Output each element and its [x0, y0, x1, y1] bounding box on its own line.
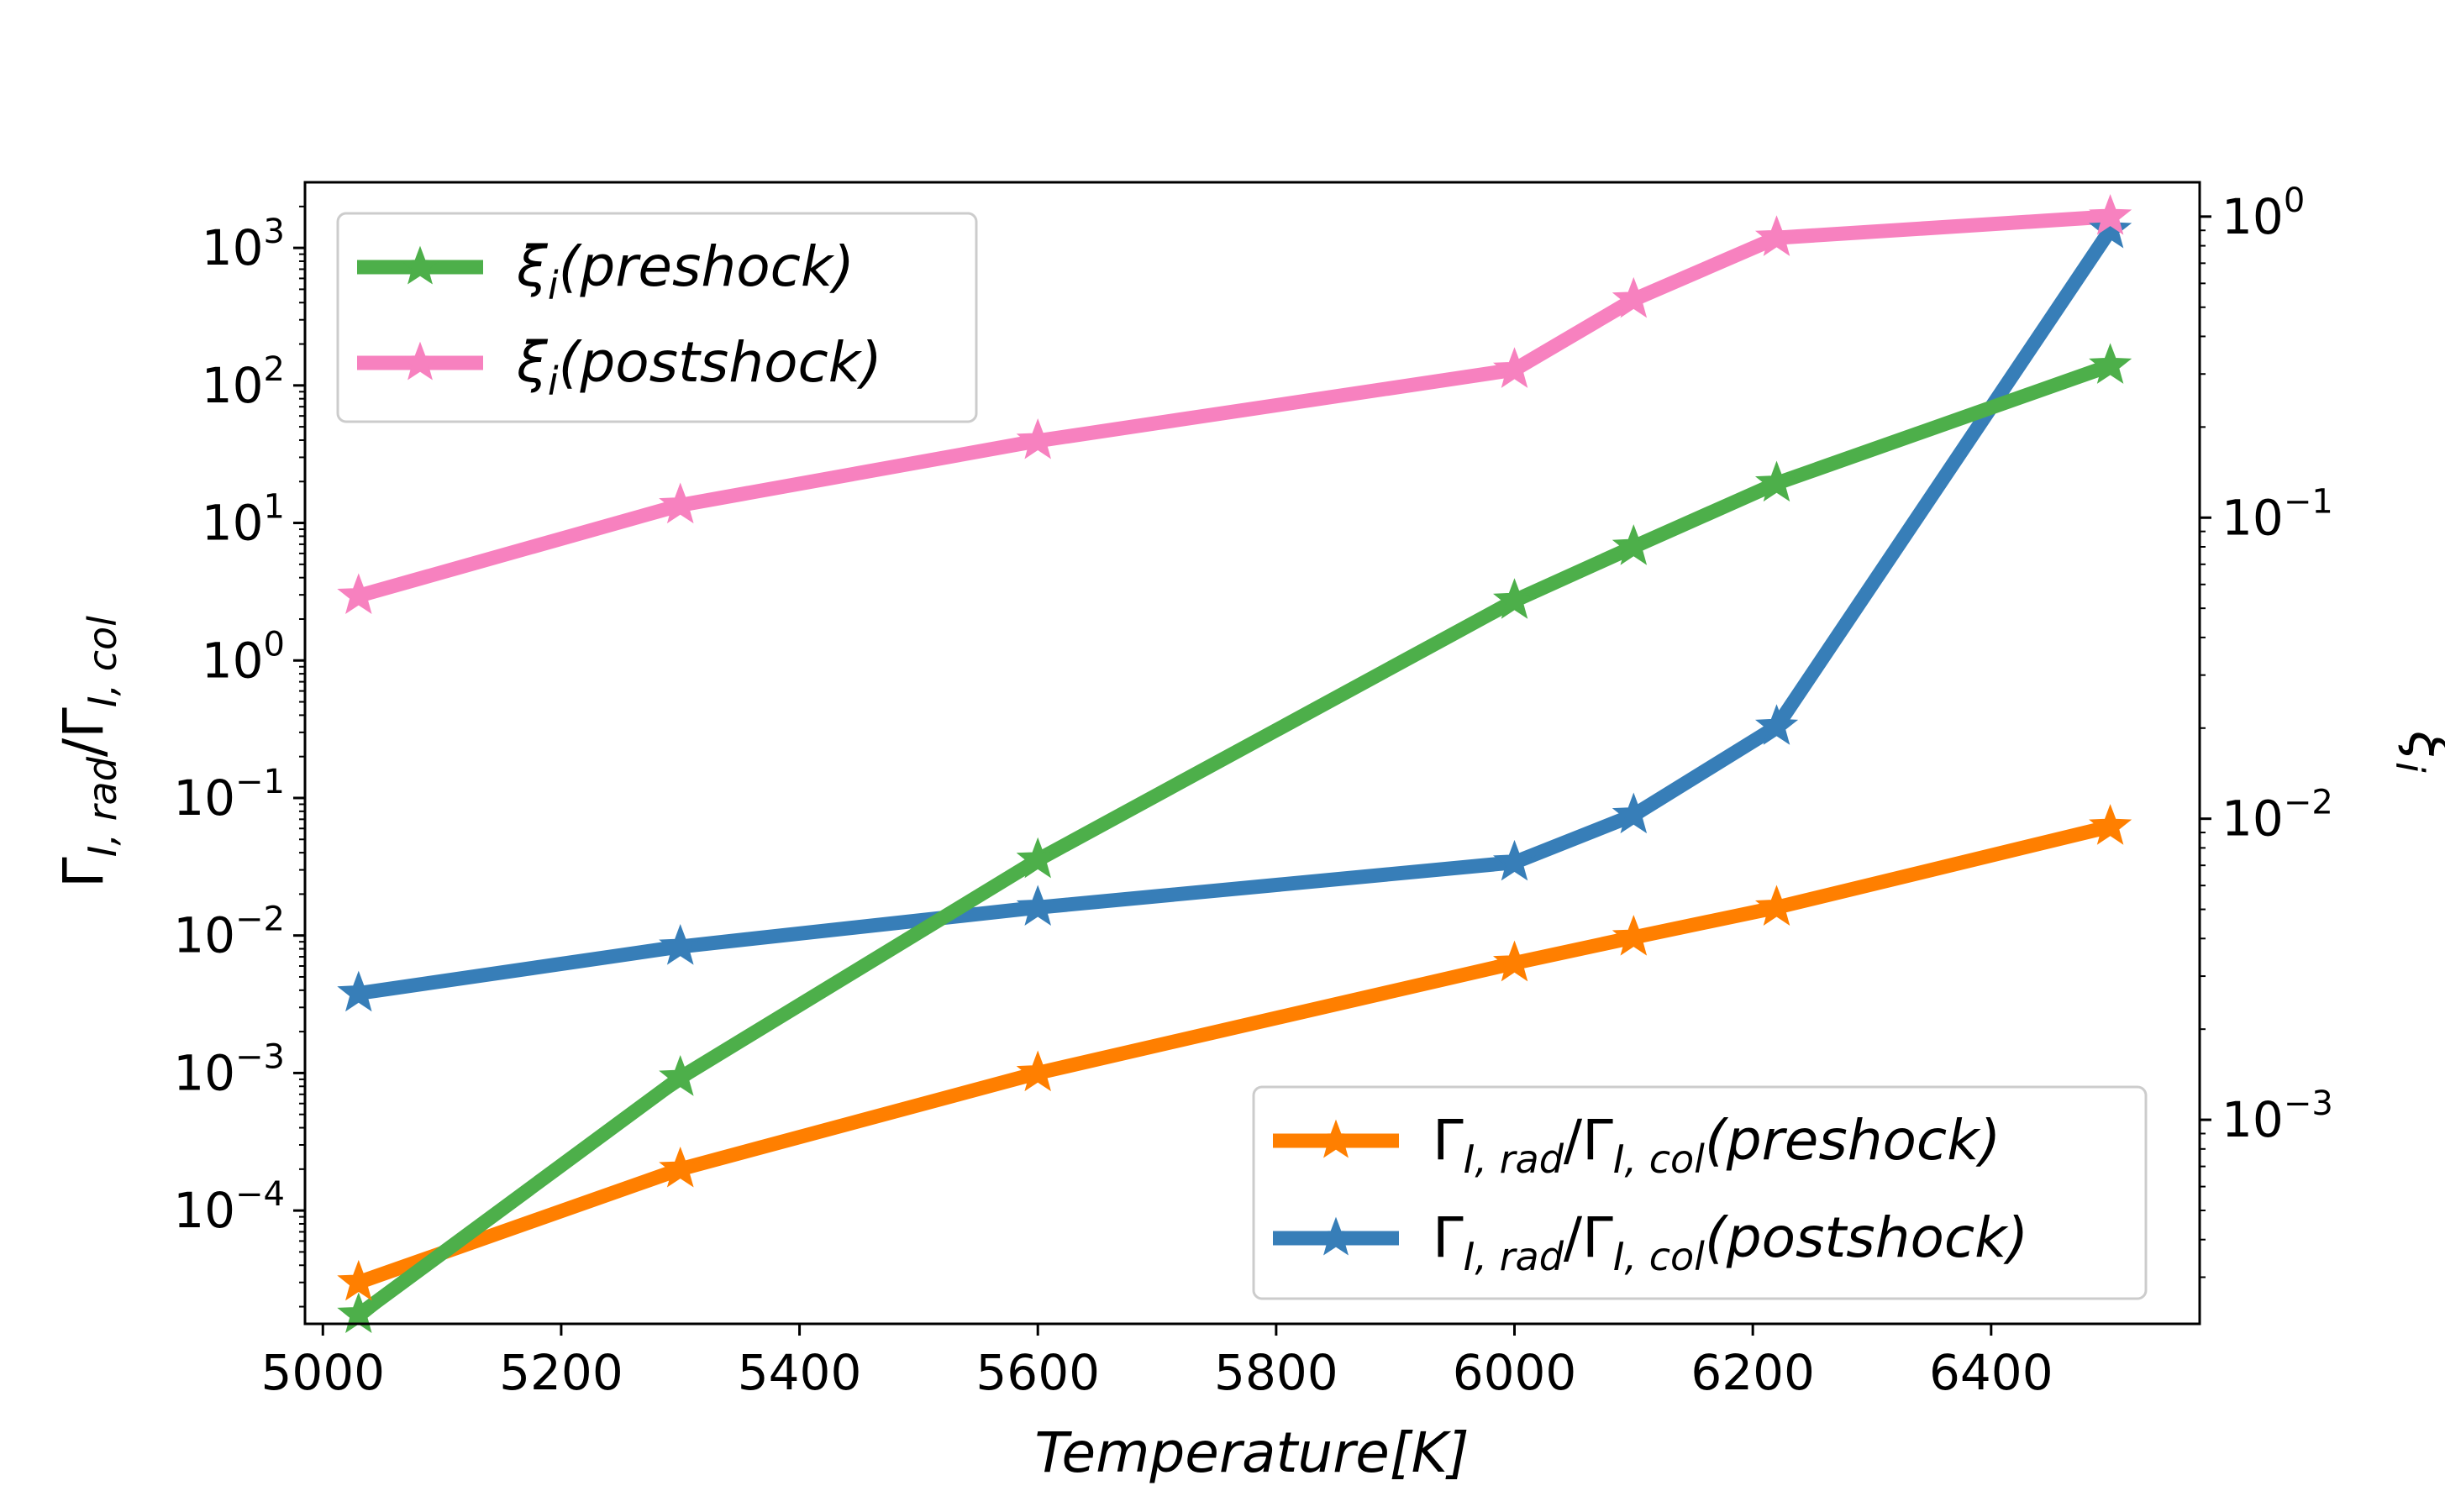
data-point-gam_post	[1754, 704, 1799, 745]
legend-label-gam_pre: ΓI, rad/ΓI, col(preshock)	[1433, 1108, 2001, 1182]
data-point-xi_post	[2089, 193, 2132, 235]
data-point-xi_post	[1016, 417, 1060, 459]
legend-box	[1252, 1085, 2148, 1300]
left-tick-label: 102	[202, 350, 285, 414]
right-tick-label: 10−1	[2222, 482, 2333, 546]
data-point-xi_post	[659, 482, 702, 524]
right-tick-label: 10−2	[2222, 784, 2333, 848]
x-axis-title: Temperature[K]	[1034, 1420, 1469, 1485]
right-tick-label: 100	[2222, 181, 2305, 245]
data-point-gam_post	[659, 924, 702, 965]
data-point-gam_post	[1612, 792, 1655, 834]
x-tick-label: 5600	[975, 1344, 1100, 1401]
plot-frame	[303, 181, 2201, 1326]
x-tick-label: 5200	[499, 1344, 623, 1401]
data-point-xi_pre	[2089, 343, 2132, 384]
data-point-gam_pre	[1492, 940, 1537, 982]
legend-upper-left: ξi(preshock) ξi(postshock)	[336, 212, 978, 423]
left-tick-label: 10−3	[173, 1037, 285, 1101]
data-point-gam_post	[2089, 207, 2132, 249]
data-point-xi_post	[1612, 276, 1655, 318]
legend-label-xi_pre: ξi(preshock)	[516, 234, 854, 308]
legend-marker-gam_post	[1315, 1216, 1357, 1256]
data-point-gam_post	[1492, 839, 1537, 881]
legend-marker-gam_pre	[1315, 1119, 1357, 1158]
left-tick-label: 103	[202, 213, 285, 276]
data-point-xi_post	[1754, 215, 1799, 256]
data-point-xi_post	[1492, 347, 1537, 388]
data-point-gam_pre	[659, 1146, 702, 1188]
data-point-gam_pre	[1754, 885, 1799, 927]
legend-marker-xi_post	[399, 341, 441, 381]
right-axis-ticks: 10−3 10−2 10−1 100	[2200, 181, 2333, 1278]
left-tick-label: 10−4	[173, 1175, 285, 1239]
legend-label-gam_post: ΓI, rad/ΓI, col(postshock)	[1433, 1205, 2028, 1279]
data-point-gam_pre	[1016, 1050, 1060, 1092]
legend-box	[336, 212, 978, 423]
x-tick-label: 6400	[1929, 1344, 2053, 1401]
x-tick-label: 6200	[1690, 1344, 1815, 1401]
x-tick-label: 6000	[1453, 1344, 1577, 1401]
left-tick-label: 100	[202, 625, 285, 689]
x-axis-ticks: 5000 5200 5400 5600 5800 6000 6200 6400	[260, 1324, 2053, 1401]
legend-marker-xi_pre	[399, 245, 441, 285]
data-point-xi_pre	[1492, 578, 1537, 619]
data-point-xi_pre	[659, 1055, 702, 1096]
left-tick-label: 101	[202, 488, 285, 552]
right-axis-title: ξi	[2387, 730, 2445, 773]
legend-lower-right: ΓI, rad/ΓI, col(preshock) ΓI, rad/ΓI, col…	[1252, 1085, 2148, 1300]
legends: ξi(preshock) ξi(postshock) ΓI, rad/ΓI, col…	[336, 212, 2148, 1300]
data-point-gam_post	[337, 970, 381, 1012]
series-markers	[337, 193, 2132, 1334]
left-tick-label: 10−2	[173, 900, 285, 964]
right-tick-label: 10−3	[2222, 1084, 2333, 1148]
x-tick-label: 5800	[1214, 1344, 1338, 1401]
data-point-xi_pre	[1612, 524, 1655, 565]
data-point-gam_post	[1016, 885, 1060, 927]
left-axis-title: ΓI, rad/ΓI, col	[51, 616, 125, 888]
data-point-gam_pre	[1612, 915, 1655, 956]
data-point-gam_pre	[2089, 804, 2132, 845]
left-tick-label: 10−1	[173, 763, 285, 827]
data-point-xi_pre	[1754, 460, 1799, 502]
data-point-gam_pre	[337, 1259, 381, 1301]
data-point-xi_post	[337, 573, 381, 615]
x-tick-label: 5400	[738, 1344, 862, 1401]
x-tick-label: 5000	[260, 1344, 385, 1401]
left-axis-ticks: 10−4 10−3 10−2 10−1 100 101 102 103	[173, 205, 305, 1308]
data-point-xi_pre	[1016, 837, 1060, 879]
legend-label-xi_post: ξi(postshock)	[516, 330, 882, 404]
